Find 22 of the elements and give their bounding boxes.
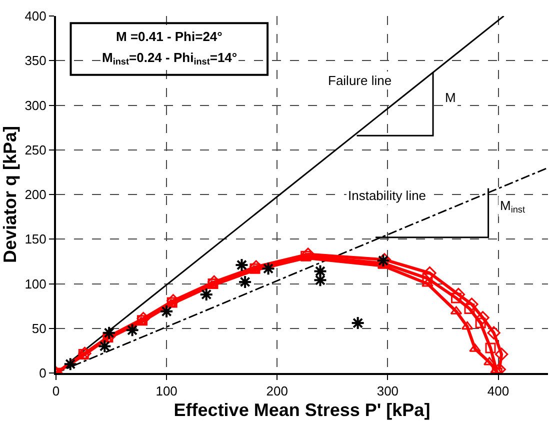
x-tick-label: 400 xyxy=(487,384,510,399)
y-tick-label: 300 xyxy=(24,98,46,113)
y-tick-label: 350 xyxy=(24,53,46,68)
y-axis-title: Deviator q [kPa] xyxy=(0,126,20,264)
x-tick-label: 100 xyxy=(156,384,178,399)
y-tick-label: 150 xyxy=(24,232,46,247)
x-tick-label: 0 xyxy=(52,384,60,399)
y-tick-label: 100 xyxy=(24,276,46,292)
y-tick-label: 250 xyxy=(24,142,46,158)
y-tick-label: 200 xyxy=(24,187,46,202)
y-tick-label: 50 xyxy=(32,320,46,336)
series-label: Instability line xyxy=(348,188,426,203)
annotation: M$_{inst}$=0.24 - Phi$_{inst}$=14° xyxy=(102,50,238,67)
series-label: M$_{inst}$ xyxy=(500,198,526,215)
y-tick-label: 0 xyxy=(39,366,46,381)
x-tick-label: 200 xyxy=(266,384,288,399)
y-tick-label: 400 xyxy=(24,8,46,24)
series-label: M xyxy=(445,90,456,105)
annotation: M =0.41 - Phi=24° xyxy=(116,29,222,44)
series-label: Failure line xyxy=(328,73,392,88)
x-tick-label: 300 xyxy=(376,384,399,399)
x-axis-title: Effective Mean Stress P' [kPa] xyxy=(174,400,430,420)
